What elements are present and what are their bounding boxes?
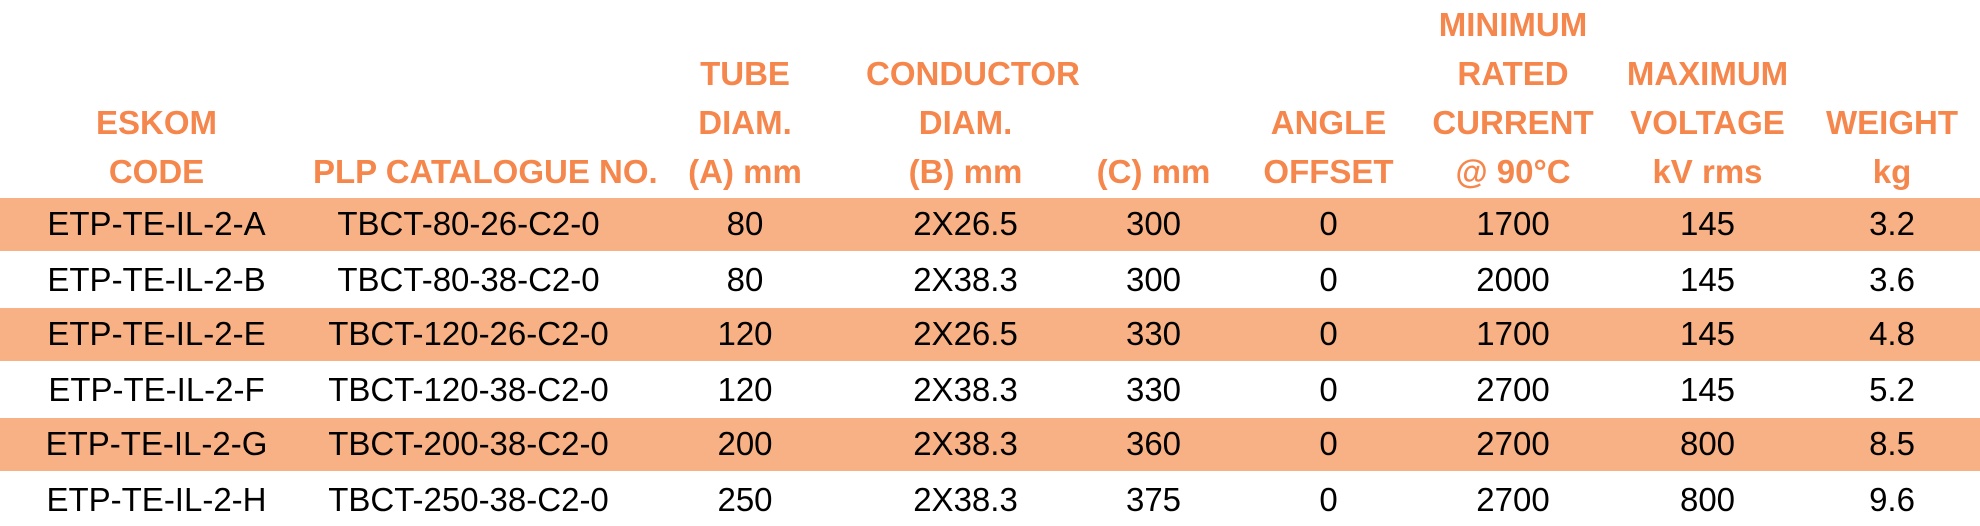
cell-weight-kg: 3.6 xyxy=(1869,260,1915,298)
cell-weight-kg: 8.5 xyxy=(1804,416,1980,474)
header-line: (B) mm xyxy=(908,153,1023,190)
cell-angle-offset: 0 xyxy=(1242,306,1415,364)
cell-min-rated-current-90c: 2700 xyxy=(1415,416,1611,474)
cell-max-voltage-kv-rms: 145 xyxy=(1611,306,1804,364)
cell-min-rated-current-90c: 2700 xyxy=(1476,480,1550,518)
header-line: DIAM. xyxy=(698,104,792,141)
header-line: TUBE xyxy=(700,55,790,92)
header-line: WEIGHT xyxy=(1826,104,1958,141)
cell-tube-diam-a-mm: 80 xyxy=(624,196,866,254)
cell-c-mm: 330 xyxy=(1065,306,1242,364)
cell-weight-kg: 9.6 xyxy=(1869,480,1915,518)
cell-conductor-diam-b-mm: 2X38.3 xyxy=(913,370,1018,408)
cell-eskom-code: ETP-TE-IL-2-F xyxy=(48,370,265,408)
cell-min-rated-current-90c: 1700 xyxy=(1415,306,1611,364)
cell-eskom-code: ETP-TE-IL-2-E xyxy=(0,306,313,364)
header-line: OFFSET xyxy=(1263,153,1394,190)
table-row: ETP-TE-IL-2-F TBCT-120-38-C2-0 120 2X38.… xyxy=(0,362,1980,417)
cell-conductor-diam-b-mm: 2X38.3 xyxy=(913,260,1018,298)
cell-max-voltage-kv-rms: 800 xyxy=(1611,416,1804,474)
cell-c-mm: 360 xyxy=(1065,416,1242,474)
cell-conductor-diam-b-mm: 2X38.3 xyxy=(866,416,1065,474)
cell-conductor-diam-b-mm: 2X26.5 xyxy=(866,196,1065,254)
cell-angle-offset: 0 xyxy=(1242,416,1415,474)
column-header-angle-offset: ANGLE OFFSET xyxy=(1242,0,1415,197)
header-line: VOLTAGE xyxy=(1630,104,1785,141)
cell-min-rated-current-90c: 2700 xyxy=(1476,370,1550,408)
column-header-c-mm: (C) mm xyxy=(1065,0,1242,197)
header-line: RATED xyxy=(1457,55,1569,92)
cell-plp-catalogue-no: TBCT-80-38-C2-0 xyxy=(337,260,600,298)
cell-angle-offset: 0 xyxy=(1319,260,1338,298)
cell-angle-offset: 0 xyxy=(1319,370,1338,408)
cell-plp-catalogue-no: TBCT-250-38-C2-0 xyxy=(328,480,609,518)
column-header-conductor-diam-b-mm: CONDUCTOR DIAM. (B) mm xyxy=(866,0,1080,197)
header-line: (C) mm xyxy=(1096,153,1211,190)
cell-min-rated-current-90c: 1700 xyxy=(1415,196,1611,254)
table-row: ETP-TE-IL-2-H TBCT-250-38-C2-0 250 2X38.… xyxy=(0,472,1980,526)
cell-c-mm: 375 xyxy=(1125,480,1182,518)
column-header-plp-catalogue-no: PLP CATALOGUE NO. xyxy=(313,0,658,197)
cell-angle-offset: 0 xyxy=(1319,480,1338,518)
cell-plp-catalogue-no: TBCT-120-26-C2-0 xyxy=(313,306,624,364)
cell-min-rated-current-90c: 2000 xyxy=(1476,260,1550,298)
header-line: (A) mm xyxy=(688,153,802,190)
cell-eskom-code: ETP-TE-IL-2-G xyxy=(0,416,313,474)
header-line: DIAM. xyxy=(918,104,1013,141)
cell-max-voltage-kv-rms: 800 xyxy=(1679,480,1736,518)
cell-weight-kg: 5.2 xyxy=(1869,370,1915,408)
cell-plp-catalogue-no: TBCT-80-26-C2-0 xyxy=(313,196,624,254)
cell-max-voltage-kv-rms: 145 xyxy=(1611,196,1804,254)
cell-tube-diam-a-mm: 250 xyxy=(717,480,773,518)
cell-tube-diam-a-mm: 200 xyxy=(624,416,866,474)
header-row: ESKOM CODE PLP CATALOGUE NO. TUBE DIAM. (A)… xyxy=(0,0,1980,197)
cell-c-mm: 330 xyxy=(1125,370,1182,408)
cell-tube-diam-a-mm: 120 xyxy=(717,370,773,408)
table-body: ETP-TE-IL-2-A TBCT-80-26-C2-0 80 2X26.5 … xyxy=(0,196,1980,526)
table-row: ETP-TE-IL-2-G TBCT-200-38-C2-0 200 2X38.… xyxy=(0,416,1980,474)
header-line: @ 90°C xyxy=(1455,153,1571,190)
header-line: ANGLE xyxy=(1270,104,1387,141)
table-row: ETP-TE-IL-2-E TBCT-120-26-C2-0 120 2X26.… xyxy=(0,306,1980,364)
cell-max-voltage-kv-rms: 145 xyxy=(1679,370,1736,408)
column-header-weight-kg: WEIGHT kg xyxy=(1804,0,1980,197)
header-line: ESKOM xyxy=(95,104,217,141)
cell-plp-catalogue-no: TBCT-120-38-C2-0 xyxy=(328,370,609,408)
header-line: kV rms xyxy=(1652,153,1763,190)
header-line: CONDUCTOR xyxy=(866,55,1080,92)
cell-weight-kg: 4.8 xyxy=(1804,306,1980,364)
cell-conductor-diam-b-mm: 2X26.5 xyxy=(866,306,1065,364)
table-header: ESKOM CODE PLP CATALOGUE NO. TUBE DIAM. (A)… xyxy=(0,0,1980,197)
cell-angle-offset: 0 xyxy=(1242,196,1415,254)
cell-conductor-diam-b-mm: 2X38.3 xyxy=(913,480,1018,518)
column-header-min-rated-current-90c: MINIMUM RATED CURRENT @ 90°C xyxy=(1415,0,1611,197)
cell-eskom-code: ETP-TE-IL-2-B xyxy=(47,260,266,298)
header-line: CURRENT xyxy=(1432,104,1594,141)
cell-eskom-code: ETP-TE-IL-2-H xyxy=(46,480,267,518)
cell-weight-kg: 3.2 xyxy=(1804,196,1980,254)
cell-eskom-code: ETP-TE-IL-2-A xyxy=(0,196,313,254)
column-header-tube-diam-a-mm: TUBE DIAM. (A) mm xyxy=(624,0,866,197)
column-header-max-voltage-kv-rms: MAXIMUM VOLTAGE kV rms xyxy=(1611,0,1804,197)
cell-max-voltage-kv-rms: 145 xyxy=(1679,260,1736,298)
header-line: CODE xyxy=(108,153,205,190)
cell-tube-diam-a-mm: 120 xyxy=(624,306,866,364)
header-line: PLP CATALOGUE NO. xyxy=(313,153,658,190)
header-line: MINIMUM xyxy=(1438,6,1588,43)
table-row: ETP-TE-IL-2-B TBCT-80-38-C2-0 80 2X38.3 … xyxy=(0,252,1980,307)
cell-tube-diam-a-mm: 80 xyxy=(726,260,764,298)
cell-plp-catalogue-no: TBCT-200-38-C2-0 xyxy=(313,416,624,474)
header-line: kg xyxy=(1872,153,1912,190)
cell-c-mm: 300 xyxy=(1125,260,1182,298)
column-header-eskom-code: ESKOM CODE xyxy=(0,0,313,197)
header-line: MAXIMUM xyxy=(1626,55,1789,92)
table-row: ETP-TE-IL-2-A TBCT-80-26-C2-0 80 2X26.5 … xyxy=(0,196,1980,254)
cell-c-mm: 300 xyxy=(1065,196,1242,254)
